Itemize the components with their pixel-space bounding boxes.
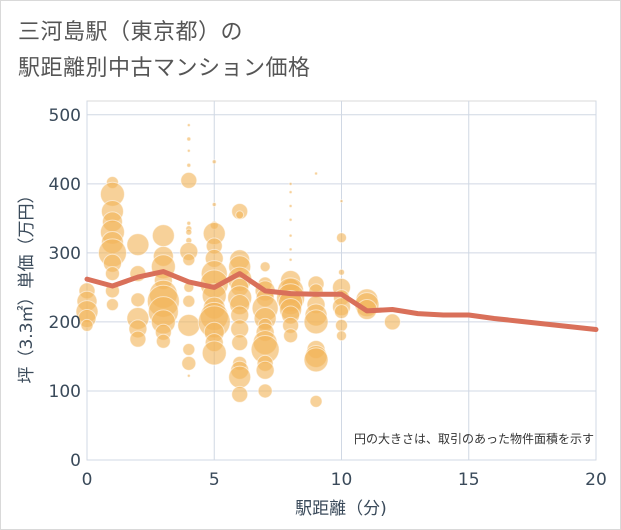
bubble-point [186, 162, 192, 168]
bubble-point [334, 304, 349, 320]
bubble-point [339, 199, 344, 204]
y-tick-label: 0 [70, 451, 81, 471]
bubble-point [129, 330, 147, 348]
y-tick-label: 400 [49, 175, 81, 195]
average-price-line [84, 269, 599, 333]
bubble-point [288, 203, 293, 208]
x-tick-label: 10 [331, 470, 353, 490]
chart-title-line2: 駅距離別中古マンション価格 [18, 56, 311, 81]
bubble-point [180, 171, 198, 189]
bubble-point [211, 202, 217, 208]
bubble-point [288, 217, 293, 222]
bubble-point [288, 181, 293, 186]
bubble-point [231, 385, 249, 403]
bubble-point [186, 148, 191, 153]
bubble-point [228, 365, 252, 389]
bubble-point [288, 233, 293, 238]
x-tick-label: 15 [458, 470, 480, 490]
y-tick-label: 100 [49, 382, 81, 402]
x-tick-label: 5 [209, 470, 220, 490]
bubble-point [288, 190, 293, 195]
chart-title-line1: 三河島駅（東京都）の [18, 20, 244, 45]
average-line-series [84, 269, 599, 333]
bubble-point [336, 330, 347, 342]
bubble-point [186, 220, 192, 226]
bubble-point [80, 318, 94, 332]
bubble-point [182, 343, 196, 357]
bubble-point [288, 247, 293, 252]
bubble-point [182, 294, 196, 308]
bubble-point [303, 309, 329, 335]
bubble-series [75, 123, 401, 408]
bubble-point [105, 298, 119, 312]
y-axis-title: 坪（3.3㎡）単価（万円） [17, 186, 37, 383]
bubble-point [231, 334, 249, 352]
bubble-point [288, 257, 293, 262]
bubble-point [130, 292, 146, 308]
bubble-point [182, 253, 196, 267]
bubble-point [186, 136, 192, 142]
bubble-size-note: 円の大きさは、取引のあった物件面積を示す [354, 431, 594, 446]
bubble-point [338, 268, 345, 276]
x-tick-label: 0 [82, 470, 93, 490]
x-tick-label: 20 [585, 470, 607, 490]
bubble-point [177, 313, 201, 337]
bubble-point [303, 347, 329, 373]
bubble-point [126, 233, 150, 257]
bubble-point [155, 333, 171, 349]
bubble-point [151, 224, 175, 248]
bubble-point [255, 360, 275, 380]
bubble-point [235, 210, 245, 220]
bubble-point [283, 328, 299, 344]
bubble-point [335, 318, 348, 332]
bubble-point [314, 171, 319, 176]
bubble-point [211, 159, 217, 165]
bubble-point [186, 123, 191, 128]
bubble-point [186, 373, 191, 378]
bubble-point [336, 232, 347, 244]
bubble-point [201, 340, 227, 366]
y-tick-label: 300 [49, 244, 81, 264]
y-tick-label: 200 [49, 313, 81, 333]
bubble-point [259, 261, 271, 273]
bubble-point [309, 394, 323, 408]
bubble-point [104, 266, 120, 282]
x-axis-title: 駅距離（分) [295, 499, 387, 519]
bubble-point [185, 228, 193, 236]
bubble-point [181, 355, 197, 371]
y-tick-label: 500 [49, 106, 81, 126]
bubble-point [257, 383, 273, 399]
bubble-point [383, 313, 401, 331]
